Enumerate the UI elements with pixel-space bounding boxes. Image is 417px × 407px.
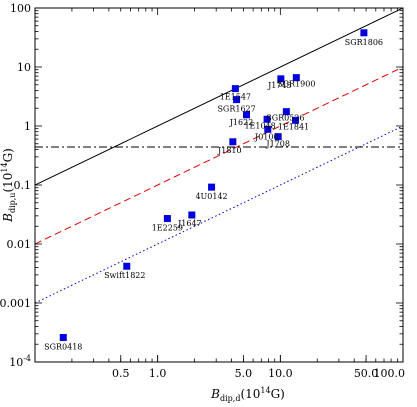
data-point-sgr1900 — [292, 74, 300, 82]
data-point-4u0142 — [208, 183, 216, 191]
data-point-sgr0526 — [282, 108, 290, 116]
x-tick-label: 0.5 — [112, 367, 130, 380]
point-label-1e2259: 1E2259 — [152, 224, 183, 233]
point-label-sgr0526: SGR0526 — [266, 114, 304, 123]
data-point-j0100 — [264, 125, 272, 133]
point-label-j0100: J0100 — [254, 132, 279, 141]
y-tick-label: 100 — [10, 2, 31, 15]
x-tick-label: 50.0 — [354, 367, 379, 380]
point-label-j1622: J1622 — [229, 118, 254, 127]
point-label-sgr1627: SGR1627 — [217, 105, 255, 114]
plot-frame — [34, 7, 404, 363]
point-label-1e1841: 1E1841 — [278, 122, 309, 131]
y-tick-label: 1 — [24, 120, 31, 133]
y-axis-title: Bdip,u(1014G) — [0, 148, 17, 223]
point-label-j1745: J1745 — [267, 81, 292, 90]
data-point-1e2259 — [163, 215, 171, 223]
point-label-swift1822: Swift1822 — [104, 271, 145, 280]
data-point-sgr1627 — [233, 96, 241, 104]
axis-ticks: 0.5 1.0 5.0 10.0 50.0100.0 10-4 0.001 0.01 0.1 1 1… — [0, 2, 405, 380]
point-label-sgr1900: SGR1900 — [277, 80, 315, 89]
data-point-swift1822 — [123, 262, 131, 270]
point-label-sgr0418: SGR0418 — [44, 343, 82, 352]
data-point-j1745 — [277, 75, 285, 83]
x-axis-title: Bdip,d(1014G) — [210, 386, 285, 403]
data-point-1e1048 — [263, 115, 271, 123]
data-point-j1647 — [188, 211, 196, 219]
data-point-j1622 — [243, 111, 251, 119]
x-tick-label: 1.0 — [149, 367, 167, 380]
data-point-j1708 — [274, 133, 282, 141]
y-tick-label: 10 — [17, 61, 31, 74]
y-tick-label: 0.001 — [0, 297, 31, 310]
point-label-1e1547: 1E1547 — [220, 93, 251, 102]
reference-line-dashed — [35, 66, 403, 245]
point-label-sgr1806: SGR1806 — [345, 38, 383, 47]
reference-line-solid — [35, 8, 403, 186]
data-point-1e1547 — [231, 85, 239, 93]
data-point-sgr1806 — [360, 29, 368, 37]
reference-line-dotted — [35, 125, 403, 304]
point-label-1e1048: 1E1048 — [244, 121, 275, 130]
data-point-j1810 — [229, 138, 237, 146]
point-label-4u0142: 4U0142 — [195, 192, 227, 201]
reference-lines — [35, 8, 403, 304]
point-label-j1647: J1647 — [177, 219, 202, 228]
x-tick-label: 10.0 — [268, 367, 293, 380]
y-tick-label: 10-4 — [9, 354, 31, 369]
data-points — [59, 29, 368, 342]
y-tick-label: 0.1 — [14, 179, 32, 192]
point-label-j1810: J1810 — [217, 146, 242, 155]
x-tick-label: 100.0 — [374, 367, 406, 380]
point-label-j1708: J1708 — [265, 140, 290, 149]
y-tick-label: 0.01 — [7, 238, 32, 251]
data-point-1e1841 — [292, 116, 300, 124]
x-tick-label: 5.0 — [235, 367, 253, 380]
data-point-sgr0418 — [59, 334, 67, 342]
